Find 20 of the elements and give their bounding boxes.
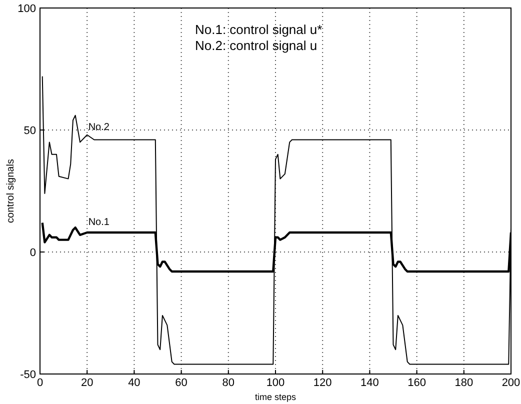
x-axis-title: time steps [254,392,297,402]
x-tick-label: 100 [266,376,285,389]
x-tick-label: 120 [313,376,332,389]
annotation: No.1 [88,217,110,228]
y-axis-title: control signals [6,159,17,223]
y-tick-label: 0 [30,246,36,259]
y-tick-label: -50 [20,368,36,381]
x-tick-label: 180 [454,376,474,389]
x-tick-label: 80 [222,376,235,389]
x-tick-label: 140 [360,376,379,389]
annotation: No.1: control signal u* [195,22,322,38]
x-tick-label: 200 [502,376,520,389]
y-tick-label: 100 [18,2,36,15]
x-tick-label: 20 [80,376,94,389]
x-tick-label: 60 [175,376,188,389]
x-tick-label: 40 [128,376,140,389]
annotation: No.2 [88,122,110,133]
annotation: No.2: control signal u [195,38,318,54]
x-tick-label: 160 [408,376,426,389]
y-tick-label: 50 [24,124,36,137]
